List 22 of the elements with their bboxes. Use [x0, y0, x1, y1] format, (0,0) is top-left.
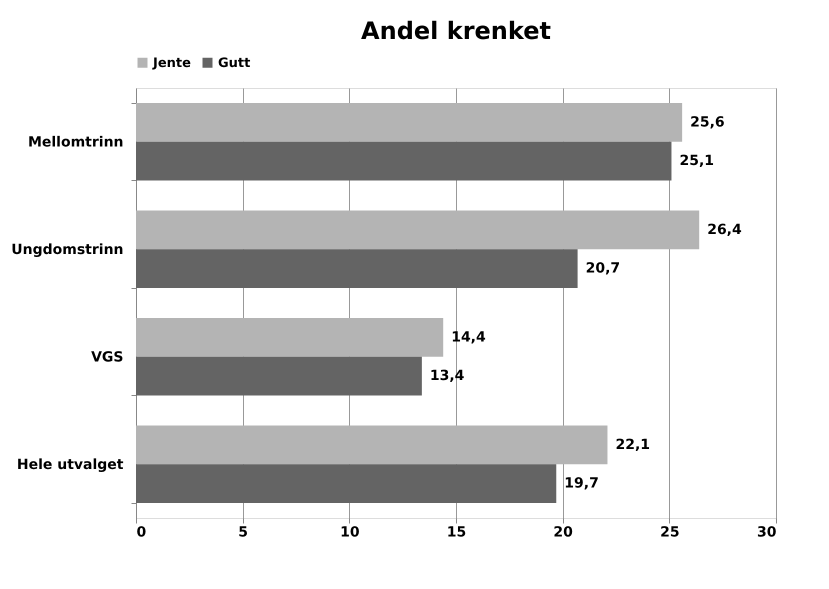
y-tick-label: Mellomtrinn — [28, 134, 124, 150]
data-label: 26,4 — [707, 222, 742, 238]
data-label: 19,7 — [564, 476, 599, 492]
y-tick-label: Hele utvalget — [16, 456, 124, 473]
data-label: 25,6 — [690, 114, 725, 130]
data-label: 25,1 — [679, 153, 714, 170]
legend-label: Jente — [152, 56, 192, 71]
x-tick-label: 15 — [446, 524, 466, 540]
legend-label: Gutt — [218, 56, 250, 71]
chart-title: Andel krenket — [361, 17, 551, 45]
x-tick-label: 0 — [136, 524, 146, 540]
data-label: 13,4 — [430, 368, 465, 384]
x-tick-label: 5 — [238, 524, 248, 540]
x-tick-label: 25 — [660, 524, 680, 540]
data-label: 22,1 — [615, 436, 650, 453]
y-tick-label: Ungdomstrinn — [11, 242, 124, 258]
data-label: 14,4 — [451, 329, 486, 346]
data-label: 20,7 — [586, 260, 620, 277]
y-tick-label: VGS — [91, 349, 124, 366]
x-tick-label: 10 — [340, 524, 360, 540]
x-tick-label: 20 — [553, 524, 574, 540]
x-tick-label: 30 — [757, 524, 777, 540]
